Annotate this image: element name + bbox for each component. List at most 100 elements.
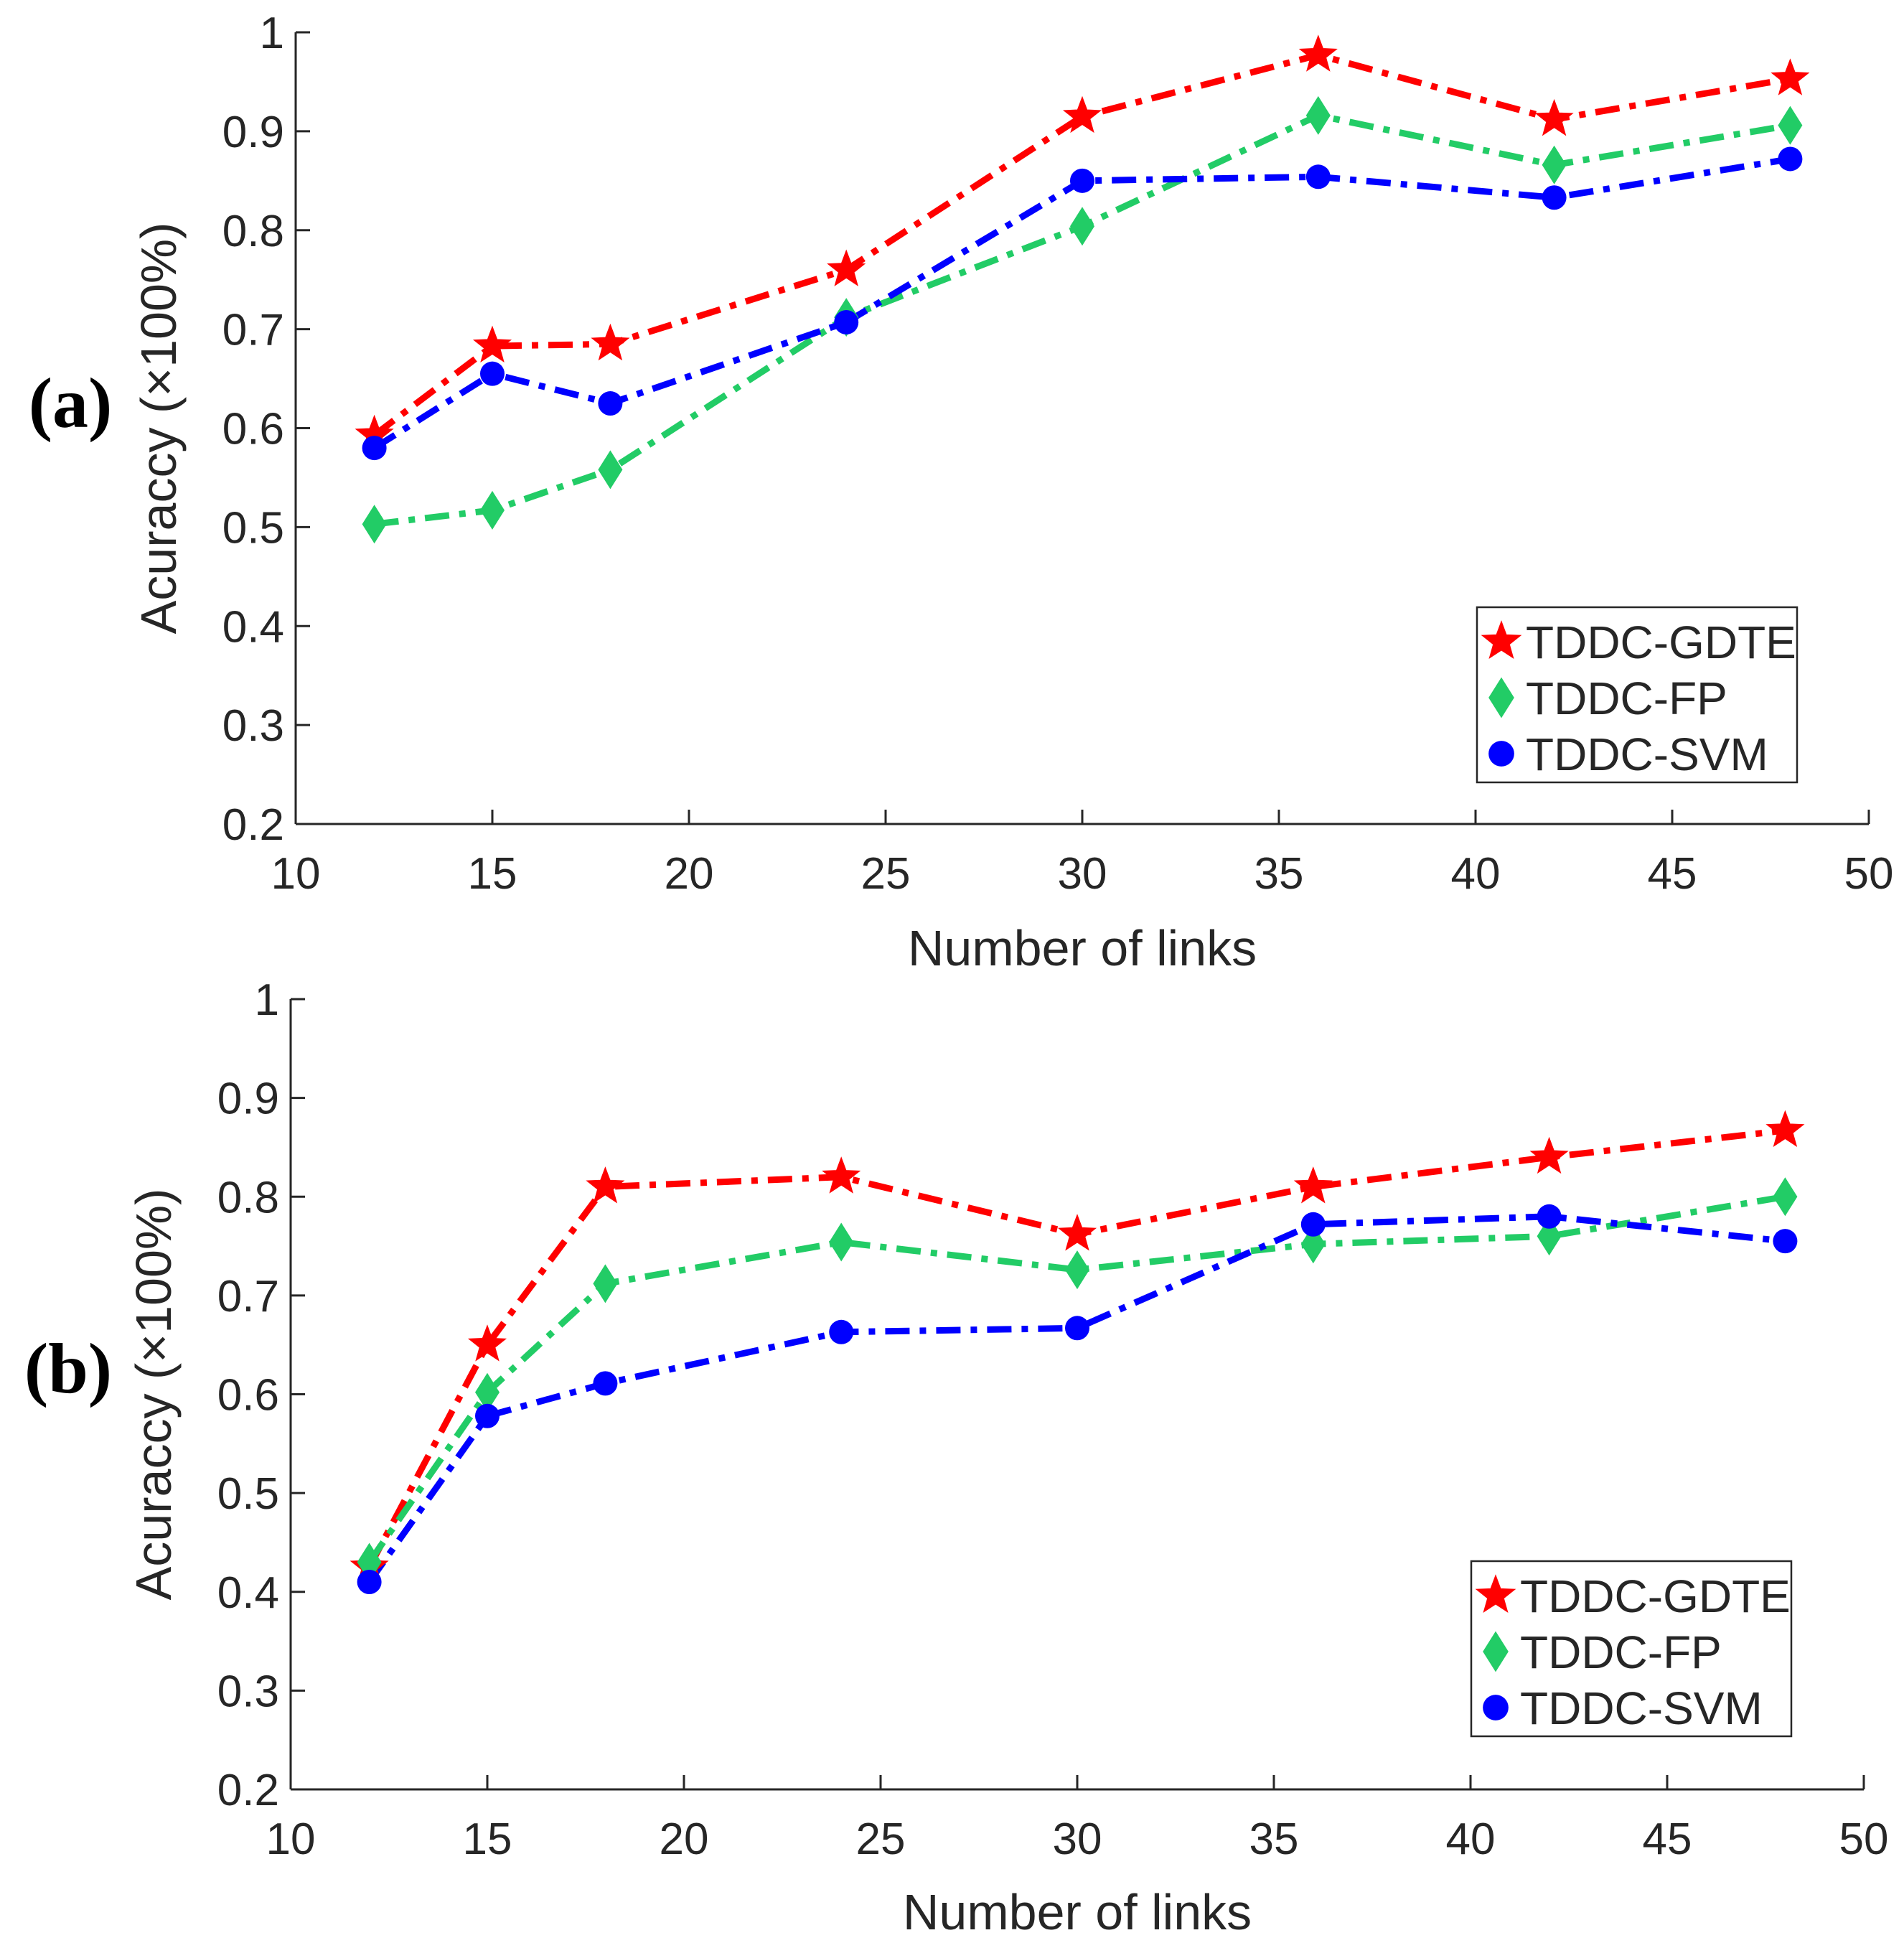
data-point-tddc-fp: [593, 1264, 618, 1303]
legend-marker-tddc-svm: [1483, 1695, 1509, 1720]
x-tick-label: 50: [1839, 1815, 1889, 1864]
x-tick-label: 40: [1451, 849, 1501, 899]
x-tick-label: 30: [1053, 1815, 1102, 1864]
x-tick-label: 35: [1249, 1815, 1299, 1864]
y-tick-label: 0.6: [217, 1371, 279, 1420]
x-tick-label: 25: [856, 1815, 906, 1864]
x-tick-label: 10: [266, 1815, 316, 1864]
panel-b: 10 15 20 25 30 35 40 45 50 0.2 0.3 0.4 0.5 0.6 0.7 0.8 0…: [24, 975, 1889, 1940]
legend-marker-tddc-svm: [1488, 741, 1514, 767]
data-point-tddc-svm: [480, 361, 505, 386]
y-tick-label: 0.9: [217, 1074, 279, 1124]
data-point-tddc-gdte: [586, 1166, 625, 1204]
data-point-tddc-svm: [598, 391, 623, 416]
x-tick-label: 45: [1643, 1815, 1692, 1864]
data-point-tddc-svm: [1542, 185, 1567, 210]
data-point-tddc-svm: [357, 1569, 382, 1594]
data-point-tddc-fp: [1542, 145, 1567, 184]
x-tick-label: 20: [660, 1815, 709, 1864]
x-tick-label: 50: [1844, 849, 1894, 899]
legend-box: [1470, 1560, 1793, 1738]
data-point-tddc-gdte: [1293, 1166, 1333, 1204]
data-point-tddc-gdte: [1529, 1136, 1569, 1174]
x-tick-label: 40: [1446, 1815, 1496, 1864]
y-tick-label: 1: [255, 975, 279, 1025]
x-tick-label: 15: [468, 849, 517, 899]
y-axis-label: Acuraccy (×100%): [131, 223, 187, 635]
series-line-tddc-svm: [366, 1213, 1786, 1584]
legend-marker-tddc-fp: [1483, 1631, 1509, 1672]
data-point-tddc-svm: [829, 1319, 854, 1344]
y-tick-label: 0.3: [217, 1667, 279, 1716]
x-tick-label: 15: [463, 1815, 512, 1864]
data-point-tddc-gdte: [1765, 1110, 1805, 1148]
data-point-tddc-svm: [475, 1403, 500, 1428]
legend-marker-tddc-fp: [1488, 677, 1514, 718]
legend-label: TDDC-FP: [1526, 673, 1727, 724]
panel-a: 10 15 20 25 30 35 40 45 50 0.2 0.3 0.4 0.5 0.6 0.7 0.8 0…: [29, 9, 1894, 976]
y-axis-label: Acuraccy (×100%): [126, 1189, 182, 1601]
data-point-tddc-gdte: [1534, 98, 1574, 136]
data-point-tddc-svm: [1300, 1212, 1326, 1237]
legend-label: TDDC-GDTE: [1520, 1570, 1791, 1622]
series-line-tddc-fp: [374, 112, 1791, 528]
panel-label: (b): [24, 1329, 112, 1408]
x-tick-label: 30: [1058, 849, 1107, 899]
y-tick-label: 1: [260, 9, 284, 58]
data-point-tddc-gdte: [1057, 1214, 1097, 1251]
data-point-tddc-svm: [362, 436, 387, 461]
data-point-tddc-svm: [834, 309, 859, 334]
y-tick-label: 0.2: [217, 1766, 279, 1815]
y-tick-label: 0.7: [222, 306, 284, 355]
series-line-tddc-gdte: [372, 52, 1791, 438]
data-point-tddc-fp: [1305, 95, 1331, 135]
legend-box: [1476, 606, 1799, 784]
legend-label: TDDC-SVM: [1526, 729, 1768, 780]
legend-label: TDDC-FP: [1520, 1626, 1722, 1678]
data-point-tddc-fp: [1773, 1177, 1798, 1217]
data-point-tddc-svm: [1773, 1229, 1798, 1254]
data-point-tddc-gdte: [467, 1324, 507, 1362]
series-line-tddc-svm: [372, 156, 1791, 451]
data-point-tddc-fp: [480, 490, 505, 530]
data-point-tddc-svm: [1537, 1204, 1562, 1229]
series-line-tddc-fp: [366, 1193, 1786, 1565]
x-tick-label: 35: [1255, 849, 1304, 899]
y-tick-label: 0.5: [222, 503, 284, 553]
y-tick-label: 0.8: [222, 207, 284, 256]
y-tick-label: 0.2: [222, 800, 284, 850]
panel-label: (a): [29, 363, 113, 443]
y-tick-label: 0.9: [222, 108, 284, 157]
data-point-tddc-svm: [1778, 146, 1803, 172]
y-tick-label: 0.7: [217, 1272, 279, 1321]
data-point-tddc-fp: [362, 505, 387, 544]
data-point-tddc-fp: [1070, 207, 1094, 246]
y-tick-label: 0.5: [217, 1469, 279, 1519]
legend-marker-tddc-gdte: [1481, 620, 1522, 660]
data-point-tddc-gdte: [591, 323, 630, 361]
x-axis-label: Number of links: [903, 1884, 1252, 1940]
data-point-tddc-fp: [1778, 106, 1803, 145]
data-point-tddc-gdte: [822, 1156, 861, 1194]
x-axis-label: Number of links: [908, 920, 1257, 976]
legend-label: TDDC-GDTE: [1526, 617, 1796, 668]
data-point-tddc-fp: [475, 1372, 500, 1412]
data-point-tddc-gdte: [1298, 34, 1338, 72]
x-tick-label: 45: [1648, 849, 1697, 899]
data-point-tddc-fp: [598, 450, 623, 490]
x-tick-label: 10: [271, 849, 321, 899]
legend-marker-tddc-gdte: [1475, 1574, 1516, 1614]
data-point-tddc-svm: [593, 1371, 618, 1396]
legend-label: TDDC-SVM: [1520, 1682, 1763, 1734]
y-tick-label: 0.6: [222, 405, 284, 454]
data-point-tddc-gdte: [1062, 95, 1102, 134]
data-point-tddc-fp: [1065, 1250, 1089, 1290]
data-point-tddc-gdte: [472, 325, 512, 363]
data-point-tddc-svm: [1305, 164, 1331, 189]
x-tick-label: 25: [861, 849, 911, 899]
y-tick-label: 0.4: [222, 602, 284, 652]
data-point-tddc-svm: [1065, 1316, 1089, 1341]
